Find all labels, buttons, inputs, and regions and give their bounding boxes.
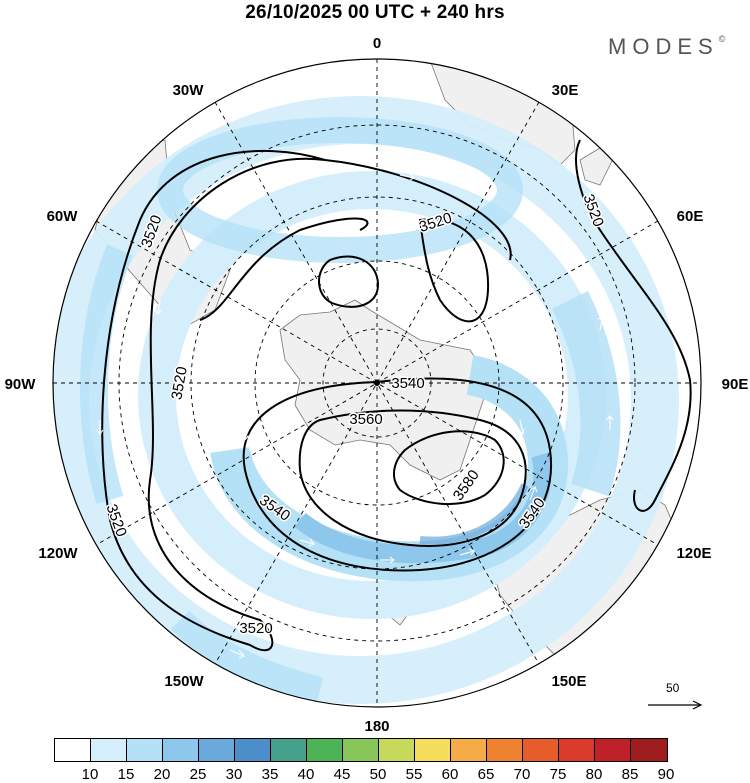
colorbar-label: 10 [81, 766, 99, 783]
lon-label-0: 0 [373, 35, 381, 52]
colorbar-label: 45 [333, 766, 351, 783]
lon-label-90w: 90W [5, 376, 37, 393]
longitude-label-group: 0 30E 60E 90E 120E 150E 180 150W 120W 90… [5, 35, 749, 735]
colorbar-label: 85 [621, 766, 639, 783]
colorbar-swatch [235, 739, 271, 761]
jet-core-max [294, 452, 552, 564]
contour-label: 3520 [239, 620, 272, 637]
lon-label-30w: 30W [173, 82, 205, 99]
contour-label: 3540 [391, 375, 424, 392]
contour-3560 [298, 409, 527, 547]
wind-arrow [229, 649, 245, 659]
jet-band-north [157, 117, 523, 263]
jet-core-max-2 [419, 483, 529, 545]
colorbar-label: 80 [585, 766, 603, 783]
wind-speed-shading [53, 96, 679, 704]
contour-label: 3520 [168, 365, 191, 401]
reference-vector-arrow-head [692, 700, 703, 710]
colorbar-swatch [91, 739, 127, 761]
colorbar-swatch [199, 739, 235, 761]
colorbar-swatch [487, 739, 523, 761]
lon-label-180: 180 [364, 718, 389, 735]
contour-3520-ring-2 [199, 217, 369, 321]
lon-label-120w: 120W [38, 545, 78, 562]
colorbar-swatch [523, 739, 559, 761]
colorbar-swatch [379, 739, 415, 761]
colorbar-swatch [595, 739, 631, 761]
wind-arrow [96, 420, 104, 435]
colorbar-label: 65 [477, 766, 495, 783]
wind-arrow [459, 548, 475, 556]
map-disk-layers [53, 59, 701, 707]
colorbar-label: 55 [405, 766, 423, 783]
colorbar-label: 90 [657, 766, 675, 783]
lon-label-30e: 30E [552, 82, 579, 99]
wind-arrow [249, 174, 266, 181]
madagascar-land [579, 147, 616, 186]
colorbar-label: 50 [369, 766, 387, 783]
colorbar-swatch [307, 739, 343, 761]
colorbar-label: 30 [225, 766, 243, 783]
colorbar-swatch [163, 739, 199, 761]
wind-arrow [154, 299, 162, 315]
contour-3540 [242, 377, 553, 572]
colorbar-label: 20 [153, 766, 171, 783]
contour-3520-cyclone [318, 255, 380, 308]
colorbar-swatch [451, 739, 487, 761]
colorbar-label: 60 [441, 766, 459, 783]
wind-arrow [529, 486, 538, 501]
lon-label-90e: 90E [722, 376, 749, 393]
lon-label-60e: 60E [677, 208, 704, 225]
reference-vector-label: 50 [666, 681, 680, 695]
wind-arrow [597, 315, 606, 331]
colorbar-swatch [55, 739, 91, 761]
colorbar-label: 40 [297, 766, 315, 783]
colorbar-swatch [343, 739, 379, 761]
latitude-circle [254, 260, 500, 506]
map-title: 26/10/2025 00 UTC + 240 hrs [245, 2, 505, 23]
wind-arrow [606, 415, 614, 430]
contour-label: 3560 [349, 411, 382, 428]
colorbar [54, 738, 668, 762]
colorbar-swatch [559, 739, 595, 761]
colorbar-label: 35 [261, 766, 279, 783]
wind-arrow [517, 419, 525, 435]
geopotential-contours [101, 139, 692, 652]
wind-arrow [299, 538, 315, 547]
jet-band-east [552, 291, 621, 497]
wind-arrow [399, 173, 416, 181]
jet-band-west [80, 244, 133, 505]
wind-vectors [96, 166, 614, 659]
contour-3520-east [575, 139, 692, 512]
contour-3520-north [418, 218, 490, 323]
reference-vector [648, 700, 703, 710]
colorbar-swatch [127, 739, 163, 761]
map-border [52, 58, 702, 708]
colorbar-label: 75 [549, 766, 567, 783]
colorbar-label: 15 [117, 766, 135, 783]
colorbar-swatch [271, 739, 307, 761]
wind-arrow [380, 556, 395, 564]
wind-arrow [244, 435, 252, 451]
lon-label-60w: 60W [47, 208, 79, 225]
wind-arrow [320, 166, 335, 174]
contour-3580 [393, 430, 505, 506]
contour-3520-west [101, 149, 326, 652]
colorbar-label: 70 [513, 766, 531, 783]
contour-3520-ring [324, 159, 512, 261]
colorbar-swatch [631, 739, 667, 761]
brand-logo: MODES© [608, 33, 726, 59]
south-pole-marker [374, 380, 380, 386]
jet-band-southwest [170, 610, 324, 703]
lon-label-150w: 150W [164, 673, 204, 690]
lon-label-120e: 120E [676, 545, 711, 562]
colorbar-label: 25 [189, 766, 207, 783]
colorbar-swatch [415, 739, 451, 761]
lon-label-150e: 150E [551, 673, 586, 690]
